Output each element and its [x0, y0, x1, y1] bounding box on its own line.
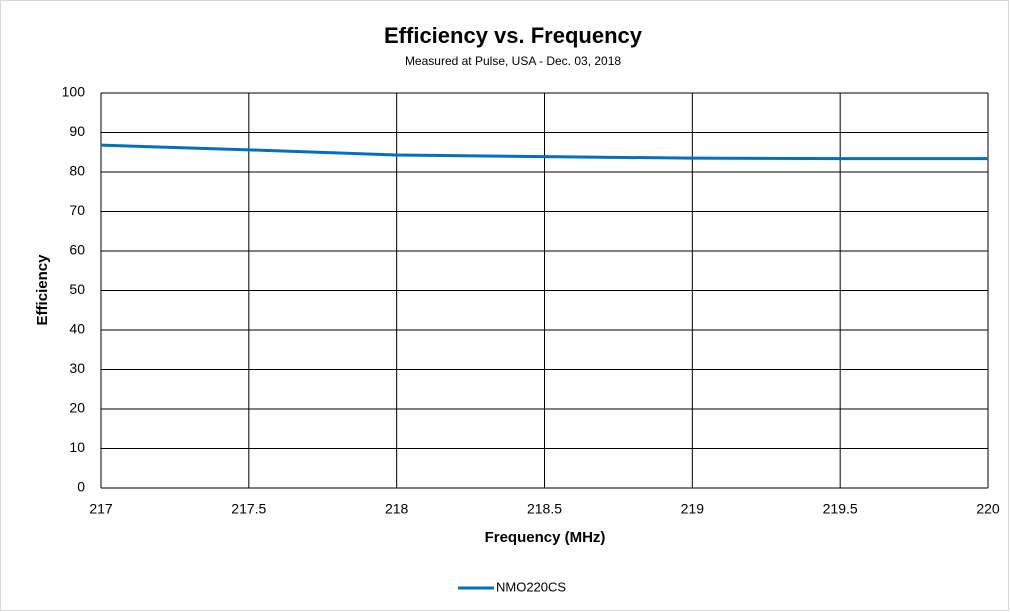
- y-tick-label: 60: [69, 242, 85, 258]
- y-tick-label: 20: [69, 400, 85, 416]
- x-tick-label: 218.5: [527, 501, 562, 517]
- y-tick-label: 40: [69, 321, 85, 337]
- x-tick-label: 219: [681, 501, 705, 517]
- x-tick-label: 219.5: [823, 501, 858, 517]
- legend-label: NMO220CS: [496, 579, 566, 594]
- y-tick-label: 100: [62, 84, 86, 100]
- y-tick-label: 90: [69, 123, 85, 139]
- x-tick-label: 218: [385, 501, 409, 517]
- y-tick-label: 50: [69, 281, 85, 297]
- y-tick-label: 30: [69, 360, 85, 376]
- x-tick-label: 220: [976, 501, 1000, 517]
- y-tick-label: 10: [69, 439, 85, 455]
- chart-title: Efficiency vs. Frequency: [384, 23, 643, 48]
- y-tick-label: 80: [69, 163, 85, 179]
- y-tick-label: 0: [77, 479, 85, 495]
- data-line: [100, 143, 988, 161]
- x-tick-label: 217.5: [231, 501, 266, 517]
- x-axis-label: Frequency (MHz): [485, 529, 606, 546]
- chart-subtitle: Measured at Pulse, USA - Dec. 03, 2018: [405, 54, 621, 68]
- y-axis-label: Efficiency: [34, 254, 51, 326]
- x-tick-label: 217: [89, 501, 113, 517]
- y-tick-label: 70: [69, 202, 85, 218]
